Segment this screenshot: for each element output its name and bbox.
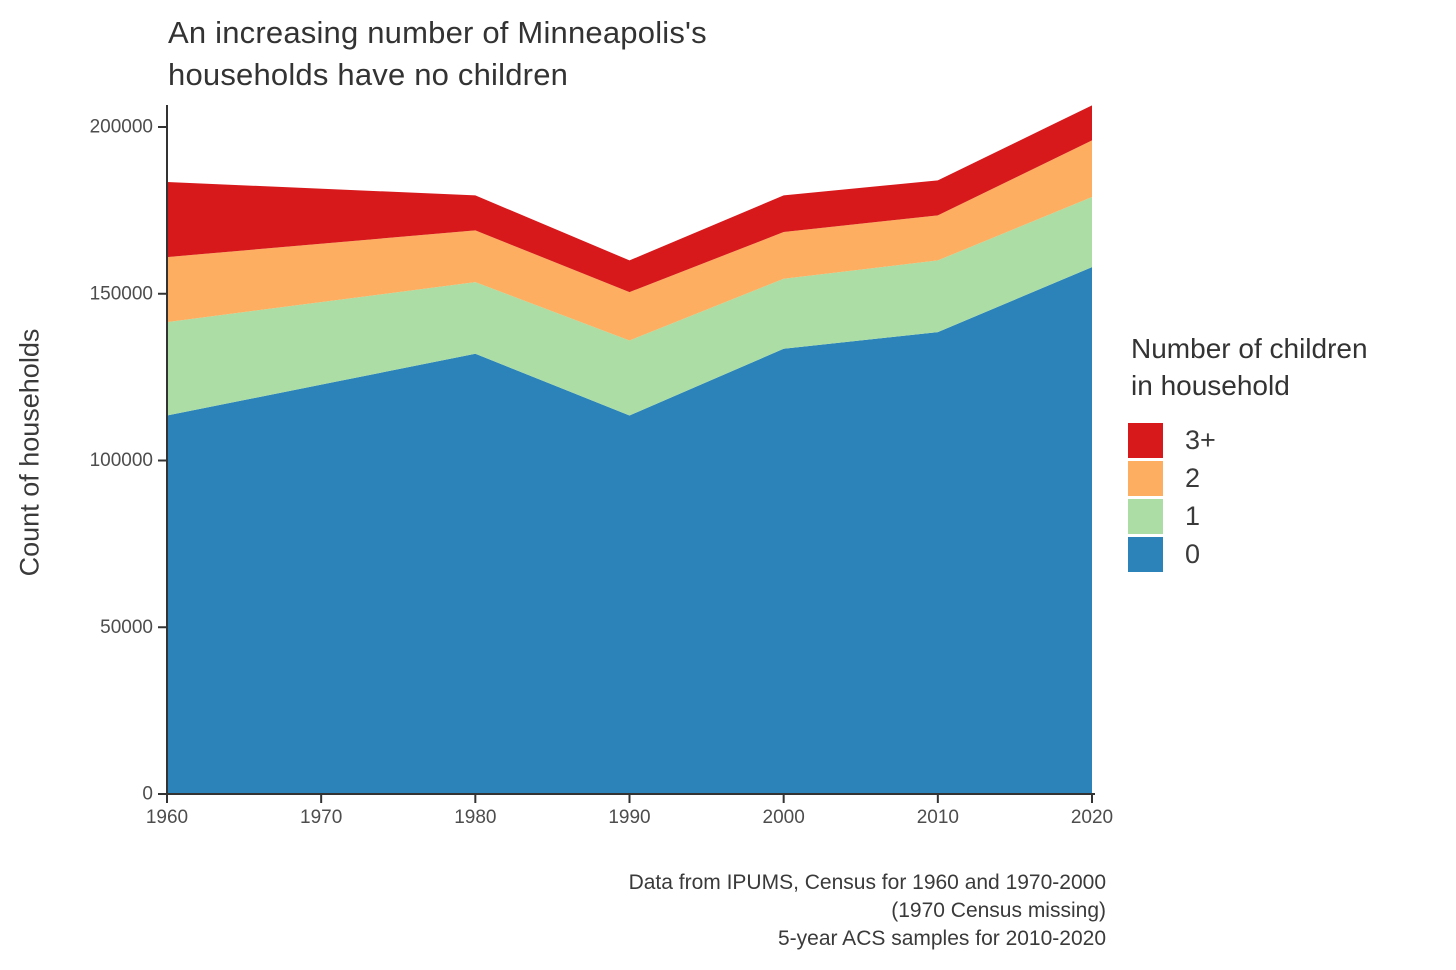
- legend-label: 1: [1185, 500, 1201, 531]
- legend-title-line2: in household: [1131, 370, 1290, 401]
- x-tick-label: 2000: [763, 807, 805, 828]
- chart-title-line1: An increasing number of Minneapolis's: [168, 15, 707, 50]
- axes: 0 50000 100000 150000 200000 1960 1970 1980 1990…: [90, 105, 1113, 828]
- area-series-1: [167, 197, 1092, 416]
- legend-label: 2: [1185, 462, 1201, 493]
- legend-item: 2: [1128, 459, 1448, 497]
- x-tick-label: 2010: [917, 807, 959, 828]
- legend-label: 0: [1185, 538, 1201, 569]
- legend-swatch: [1128, 422, 1163, 458]
- caption-line3: 5-year ACS samples for 2010-2020: [777, 927, 1106, 950]
- x-tick-label: 2020: [1071, 807, 1113, 828]
- area-series-3plus: [167, 105, 1092, 293]
- x-tick-label: 1980: [454, 807, 496, 828]
- caption-line2: (1970 Census missing): [891, 899, 1106, 922]
- y-tick-label: 100000: [90, 450, 153, 471]
- legend-title-line1: Number of children: [1131, 333, 1368, 364]
- legend-swatch: [1128, 460, 1163, 496]
- chart-title-line2: households have no children: [168, 57, 569, 92]
- legend-swatch: [1128, 498, 1163, 534]
- legend-swatch: [1128, 536, 1163, 572]
- y-tick-label: 200000: [90, 117, 153, 138]
- legend-item: 0: [1128, 535, 1448, 573]
- y-tick-label: 0: [142, 784, 153, 805]
- legend-item: 3+: [1128, 421, 1448, 459]
- caption-line1: Data from IPUMS, Census for 1960 and 197…: [628, 871, 1106, 894]
- legend-item: 1: [1128, 497, 1448, 535]
- area-series-0: [167, 267, 1092, 794]
- legend-title: Number of children in household: [1131, 330, 1448, 404]
- legend-items: 3+ 2 1 0: [1128, 421, 1448, 573]
- legend-label: 3+: [1185, 424, 1216, 455]
- y-tick-label: 50000: [100, 617, 153, 638]
- legend: Number of children in household 3+ 2 1 0: [1128, 330, 1448, 573]
- x-tick-label: 1970: [300, 807, 342, 828]
- y-tick-label: 150000: [90, 283, 153, 304]
- caption: Data from IPUMS, Census for 1960 and 197…: [346, 869, 1106, 953]
- chart-title: An increasing number of Minneapolis's ho…: [168, 12, 707, 96]
- x-tick-label: 1960: [146, 807, 188, 828]
- area-series-group: [167, 105, 1092, 794]
- area-series-2: [167, 140, 1092, 341]
- x-tick-label: 1990: [608, 807, 650, 828]
